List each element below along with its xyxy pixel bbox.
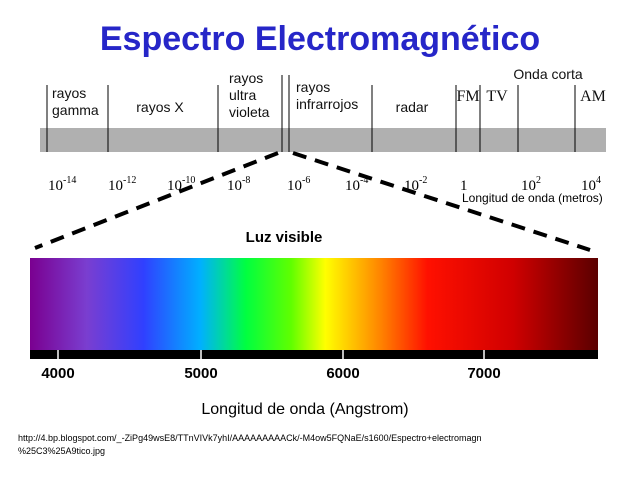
wavelength-axis-label: Longitud de onda (metros) bbox=[462, 191, 603, 205]
tick-exponent: 2 bbox=[536, 175, 541, 186]
tick-exponent: -2 bbox=[419, 175, 427, 186]
band-label: infrarrojos bbox=[296, 96, 358, 112]
em-band bbox=[40, 128, 606, 152]
band-label: gamma bbox=[52, 102, 99, 118]
tick-base: 1 bbox=[460, 178, 468, 194]
band-label: violeta bbox=[229, 104, 270, 120]
angstrom-ticks: 4000 5000 6000 7000 bbox=[41, 365, 500, 382]
band-label: rayos bbox=[52, 85, 86, 101]
tick-base: 10 bbox=[227, 178, 242, 194]
wavelength-tick: 10-8 bbox=[227, 175, 250, 194]
angstrom-tick: 5000 bbox=[184, 365, 217, 382]
tick-base: 10 bbox=[287, 178, 302, 194]
source: http://4.bp.blogspot.com/_-ZiPg49wsE8/TT… bbox=[18, 433, 481, 456]
wavelength-tick: 10-4 bbox=[345, 175, 368, 194]
wavelength-tick: 1 bbox=[460, 178, 468, 194]
band-label: TV bbox=[486, 88, 508, 105]
angstrom-axis bbox=[30, 350, 598, 359]
wavelength-ticks: 10-14 10-12 10-10 10-8 10-6 10-4 10-2 1 102 104 bbox=[48, 175, 601, 194]
tick-exponent: -12 bbox=[123, 175, 136, 186]
angstrom-tick-marks bbox=[57, 350, 485, 359]
tick-base: 10 bbox=[48, 178, 63, 194]
tick-exponent: -8 bbox=[242, 175, 250, 186]
band-label: FM bbox=[456, 88, 479, 105]
source-line: %25C3%25A9tico.jpg bbox=[18, 446, 105, 456]
zoom-lines bbox=[34, 151, 591, 252]
tick-exponent: 4 bbox=[596, 175, 601, 186]
angstrom-tick: 7000 bbox=[467, 365, 500, 382]
band-label: rayos X bbox=[136, 99, 184, 115]
visible-spectrum bbox=[30, 258, 598, 350]
band-dividers bbox=[46, 75, 576, 152]
angstrom-axis-label: Longitud de onda (Angstrom) bbox=[201, 401, 408, 418]
tick-exponent: -4 bbox=[360, 175, 368, 186]
band-label: ultra bbox=[229, 87, 256, 103]
wavelength-tick: 10-6 bbox=[287, 175, 310, 194]
wavelength-tick: 10-10 bbox=[167, 175, 195, 194]
tick-exponent: -6 bbox=[302, 175, 310, 186]
source-line: http://4.bp.blogspot.com/_-ZiPg49wsE8/TT… bbox=[18, 433, 481, 443]
angstrom-tick: 6000 bbox=[326, 365, 359, 382]
band-label: Onda corta bbox=[513, 66, 582, 82]
tick-base: 10 bbox=[345, 178, 360, 194]
wavelength-tick: 102 bbox=[521, 175, 541, 194]
band-label: AM bbox=[580, 88, 606, 105]
tick-base: 10 bbox=[108, 178, 123, 194]
tick-exponent: -10 bbox=[182, 175, 195, 186]
tick-base: 10 bbox=[581, 178, 596, 194]
wavelength-tick: 10-14 bbox=[48, 175, 76, 194]
title: Espectro Electromagnético bbox=[100, 20, 540, 58]
band-label: rayos bbox=[229, 70, 263, 86]
angstrom-tick: 4000 bbox=[41, 365, 74, 382]
band-label: radar bbox=[396, 99, 429, 115]
band-label: rayos bbox=[296, 79, 330, 95]
wavelength-tick: 104 bbox=[581, 175, 601, 194]
tick-base: 10 bbox=[521, 178, 536, 194]
tick-exponent: -14 bbox=[63, 175, 76, 186]
wavelength-tick: 10-12 bbox=[108, 175, 136, 194]
visible-label: Luz visible bbox=[246, 229, 323, 246]
tick-base: 10 bbox=[167, 178, 182, 194]
